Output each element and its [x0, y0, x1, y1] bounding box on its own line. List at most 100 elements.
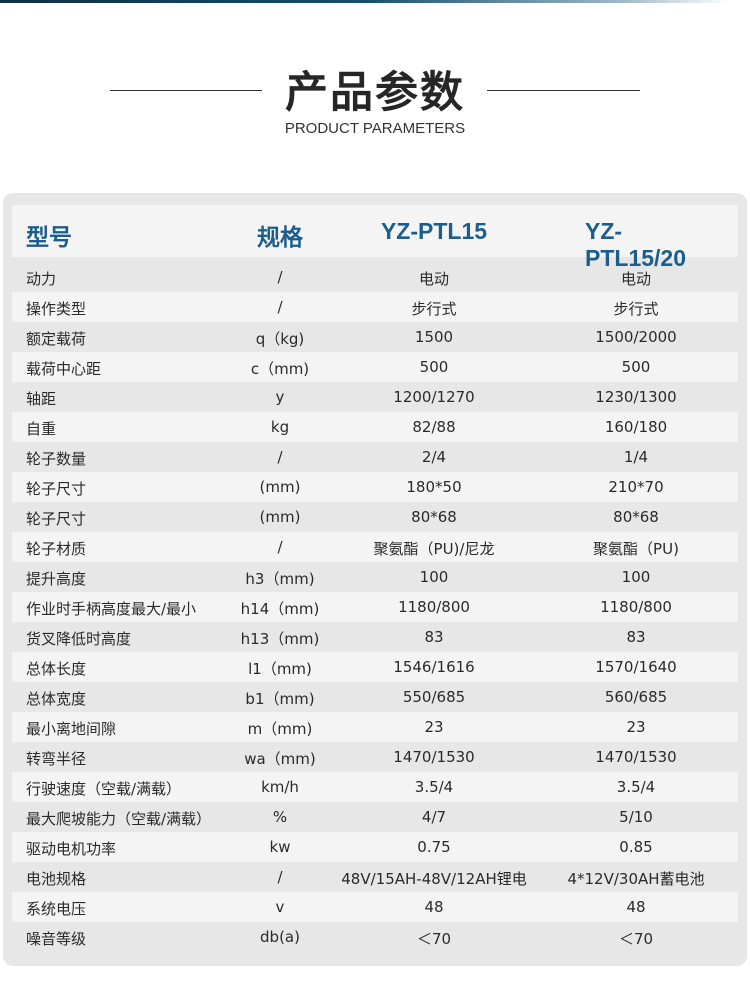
table-row: 总体长度 l1（mm) 1546/1616 1570/1640 — [12, 652, 738, 682]
param-name: 货叉降低时高度 — [26, 630, 132, 648]
table-row: 最大爬坡能力（空载/满载）% 4/7 5/10 — [12, 802, 738, 832]
param-name: 转弯半径 — [26, 750, 87, 768]
table-row: 轮子材质 / 聚氨酯（PU)/尼龙 聚氨酯（PU) — [12, 532, 738, 562]
value-ptl15-20: 210*70 — [608, 478, 664, 496]
param-unit: / — [277, 268, 283, 286]
param-unit: y — [275, 388, 285, 406]
param-name: 自重 — [26, 420, 57, 438]
value-ptl15-20: 80*68 — [613, 508, 659, 526]
value-ptl15-20: 48 — [626, 898, 646, 916]
table-row: 轮子数量 / 2/4 1/4 — [12, 442, 738, 472]
value-ptl15: 步行式 — [411, 300, 457, 318]
table-row: 操作类型 / 步行式 步行式 — [12, 292, 738, 322]
param-unit: km/h — [261, 778, 299, 796]
value-ptl15: 100 — [419, 568, 449, 586]
param-unit: c（mm) — [250, 360, 310, 378]
table-row: 作业时手柄高度最大/最小 h14（mm) 1180/800 1180/800 — [12, 592, 738, 622]
table-row: 轮子尺寸 (mm) 80*68 80*68 — [12, 502, 738, 532]
param-name: 轴距 — [26, 390, 57, 408]
param-unit: h14（mm) — [240, 600, 320, 618]
param-name: 噪音等级 — [26, 930, 87, 948]
value-ptl15-20: 聚氨酯（PU) — [593, 540, 679, 558]
param-name: 提升高度 — [26, 570, 87, 588]
value-ptl15: 48 — [424, 898, 444, 916]
table-row: 驱动电机功率 kw 0.75 0.85 — [12, 832, 738, 862]
table-row: 载荷中心距 c（mm) 500 500 — [12, 352, 738, 382]
value-ptl15-20: 1/4 — [623, 448, 649, 466]
param-name: 操作类型 — [26, 300, 87, 318]
table-row: 轴距 y 1200/1270 1230/1300 — [12, 382, 738, 412]
value-ptl15: 82/88 — [412, 418, 456, 436]
value-ptl15-20: 1500/2000 — [595, 328, 677, 346]
param-name: 总体长度 — [26, 660, 87, 678]
table-row: 动力 / 电动 电动 — [12, 262, 738, 292]
param-name: 轮子尺寸 — [26, 510, 87, 528]
column-header-ptl15: YZ-PTL15 — [380, 218, 488, 244]
page-subtitle: PRODUCT PARAMETERS — [284, 120, 466, 137]
value-ptl15: 23 — [424, 718, 444, 736]
param-name: 动力 — [26, 270, 57, 288]
table-row: 系统电压 v 48 48 — [12, 892, 738, 922]
value-ptl15-20: 83 — [626, 628, 646, 646]
page-title: 产品参数 — [285, 68, 465, 118]
value-ptl15: 电动 — [418, 270, 450, 288]
table-row: 轮子尺寸 (mm) 180*50 210*70 — [12, 472, 738, 502]
title-divider-left — [110, 90, 262, 91]
value-ptl15-20: 500 — [621, 358, 651, 376]
param-name: 作业时手柄高度最大/最小 — [26, 600, 197, 618]
value-ptl15: 48V/15AH-48V/12AH锂电 — [341, 870, 527, 888]
param-name: 总体宽度 — [26, 690, 87, 708]
column-header-spec: 规格 — [257, 224, 303, 250]
parameters-table: 型号 规格 YZ-PTL15 YZ-PTL15/20 动力 / 电动 电动操作类型 / 步… — [3, 193, 747, 966]
value-ptl15-20: 160/180 — [604, 418, 668, 436]
value-ptl15: 1180/800 — [398, 598, 470, 616]
param-unit: wa（mm) — [244, 750, 316, 768]
param-unit: h3（mm) — [245, 570, 315, 588]
param-unit: m（mm) — [247, 720, 313, 738]
param-unit: (mm) — [259, 478, 301, 496]
param-unit: b1（mm) — [245, 690, 315, 708]
value-ptl15: 聚氨酯（PU)/尼龙 — [373, 540, 495, 558]
value-ptl15: 550/685 — [402, 688, 466, 706]
table-row: 提升高度 h3（mm) 100 100 — [12, 562, 738, 592]
title-divider-right — [487, 90, 640, 91]
value-ptl15: 80*68 — [411, 508, 457, 526]
table-row: 总体宽度 b1（mm) 550/685 560/685 — [12, 682, 738, 712]
value-ptl15-20: 0.85 — [619, 838, 653, 856]
value-ptl15-20: 23 — [626, 718, 646, 736]
param-name: 行驶速度（空载/满载） — [26, 780, 182, 798]
param-name: 轮子数量 — [26, 450, 87, 468]
param-name: 最大爬坡能力（空载/满载） — [26, 810, 212, 828]
value-ptl15: 500 — [419, 358, 449, 376]
param-unit: db(a) — [260, 928, 300, 946]
param-unit: q（kg) — [255, 330, 305, 348]
value-ptl15-20: 电动 — [620, 270, 652, 288]
value-ptl15: 0.75 — [417, 838, 451, 856]
param-name: 载荷中心距 — [26, 360, 102, 378]
value-ptl15-20: 1180/800 — [600, 598, 672, 616]
value-ptl15: ＜70 — [416, 930, 452, 948]
table-row: 最小离地间隙 m（mm) 23 23 — [12, 712, 738, 742]
param-unit: l1（mm) — [248, 660, 312, 678]
value-ptl15: 1546/1616 — [393, 658, 475, 676]
value-ptl15: 3.5/4 — [414, 778, 454, 796]
param-name: 系统电压 — [26, 900, 87, 918]
param-name: 驱动电机功率 — [26, 840, 117, 858]
value-ptl15-20: 1470/1530 — [595, 748, 677, 766]
table-row: 转弯半径 wa（mm) 1470/1530 1470/1530 — [12, 742, 738, 772]
value-ptl15-20: 100 — [621, 568, 651, 586]
table-row: 电池规格 / 48V/15AH-48V/12AH锂电 4*12V/30AH蓄电池 — [12, 862, 738, 892]
top-accent-bar — [0, 0, 730, 3]
table-row: 行驶速度（空载/满载） km/h 3.5/4 3.5/4 — [12, 772, 738, 802]
param-unit: kg — [270, 418, 290, 436]
param-unit: / — [277, 868, 283, 886]
table-row: 噪音等级 db(a) ＜70 ＜70 — [12, 922, 738, 952]
param-unit: kw — [269, 838, 291, 856]
column-header-ptl15-20: YZ-PTL15/20 — [585, 218, 686, 271]
value-ptl15: 1200/1270 — [393, 388, 475, 406]
param-name: 最小离地间隙 — [26, 720, 117, 738]
table-header: 型号 规格 YZ-PTL15 YZ-PTL15/20 — [12, 205, 738, 271]
param-unit: / — [277, 298, 283, 316]
table-body: 动力 / 电动 电动 操作类型 / 步行式 步行式 额定载荷 q（kg) 1500 1500/2000… — [12, 262, 738, 952]
param-unit: h13（mm) — [240, 630, 320, 648]
